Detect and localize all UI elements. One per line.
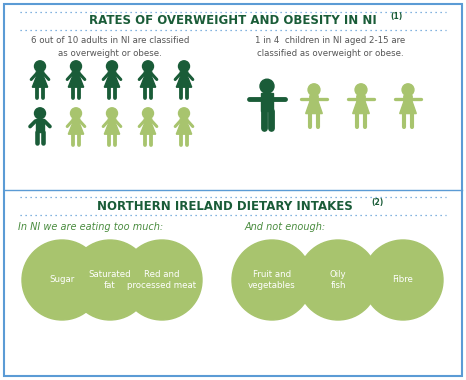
Circle shape — [232, 240, 312, 320]
Text: (1): (1) — [390, 13, 402, 22]
Text: Oily
fish: Oily fish — [329, 269, 346, 290]
Text: (2): (2) — [371, 198, 383, 206]
Circle shape — [308, 84, 320, 96]
Circle shape — [363, 240, 443, 320]
Text: In NI we are eating too much:: In NI we are eating too much: — [18, 222, 163, 232]
Polygon shape — [35, 119, 44, 132]
Polygon shape — [69, 72, 84, 87]
Text: Sugar: Sugar — [49, 276, 75, 285]
Polygon shape — [140, 72, 156, 87]
Circle shape — [178, 61, 190, 72]
Polygon shape — [306, 96, 322, 114]
Text: Fibre: Fibre — [392, 276, 413, 285]
Circle shape — [34, 108, 46, 119]
Text: Red and
processed meat: Red and processed meat — [127, 269, 197, 290]
Polygon shape — [140, 119, 156, 134]
Polygon shape — [260, 93, 273, 111]
Circle shape — [70, 61, 82, 72]
Text: RATES OF OVERWEIGHT AND OBESITY IN NI: RATES OF OVERWEIGHT AND OBESITY IN NI — [89, 14, 377, 27]
Circle shape — [70, 108, 82, 119]
Polygon shape — [400, 96, 416, 114]
Polygon shape — [353, 96, 370, 114]
Text: And not enough:: And not enough: — [245, 222, 326, 232]
Circle shape — [107, 61, 117, 72]
Text: 6 out of 10 adults in NI are classified
as overweight or obese.: 6 out of 10 adults in NI are classified … — [31, 36, 189, 57]
Polygon shape — [104, 72, 120, 87]
Polygon shape — [69, 119, 84, 134]
Polygon shape — [176, 72, 192, 87]
FancyBboxPatch shape — [4, 4, 462, 376]
Circle shape — [22, 240, 102, 320]
Text: NORTHERN IRELAND DIETARY INTAKES: NORTHERN IRELAND DIETARY INTAKES — [97, 200, 353, 212]
Polygon shape — [104, 119, 120, 134]
Circle shape — [298, 240, 378, 320]
Circle shape — [402, 84, 414, 96]
Polygon shape — [176, 119, 192, 134]
Circle shape — [34, 61, 46, 72]
Polygon shape — [32, 72, 48, 87]
Circle shape — [178, 108, 190, 119]
Text: 1 in 4  children in NI aged 2-15 are
classified as overweight or obese.: 1 in 4 children in NI aged 2-15 are clas… — [255, 36, 405, 57]
Circle shape — [107, 108, 117, 119]
Circle shape — [122, 240, 202, 320]
Text: Fruit and
vegetables: Fruit and vegetables — [248, 269, 296, 290]
Circle shape — [70, 240, 150, 320]
Text: Saturated
fat: Saturated fat — [89, 269, 131, 290]
Circle shape — [355, 84, 367, 96]
Circle shape — [143, 61, 153, 72]
Circle shape — [260, 79, 274, 93]
Circle shape — [143, 108, 153, 119]
